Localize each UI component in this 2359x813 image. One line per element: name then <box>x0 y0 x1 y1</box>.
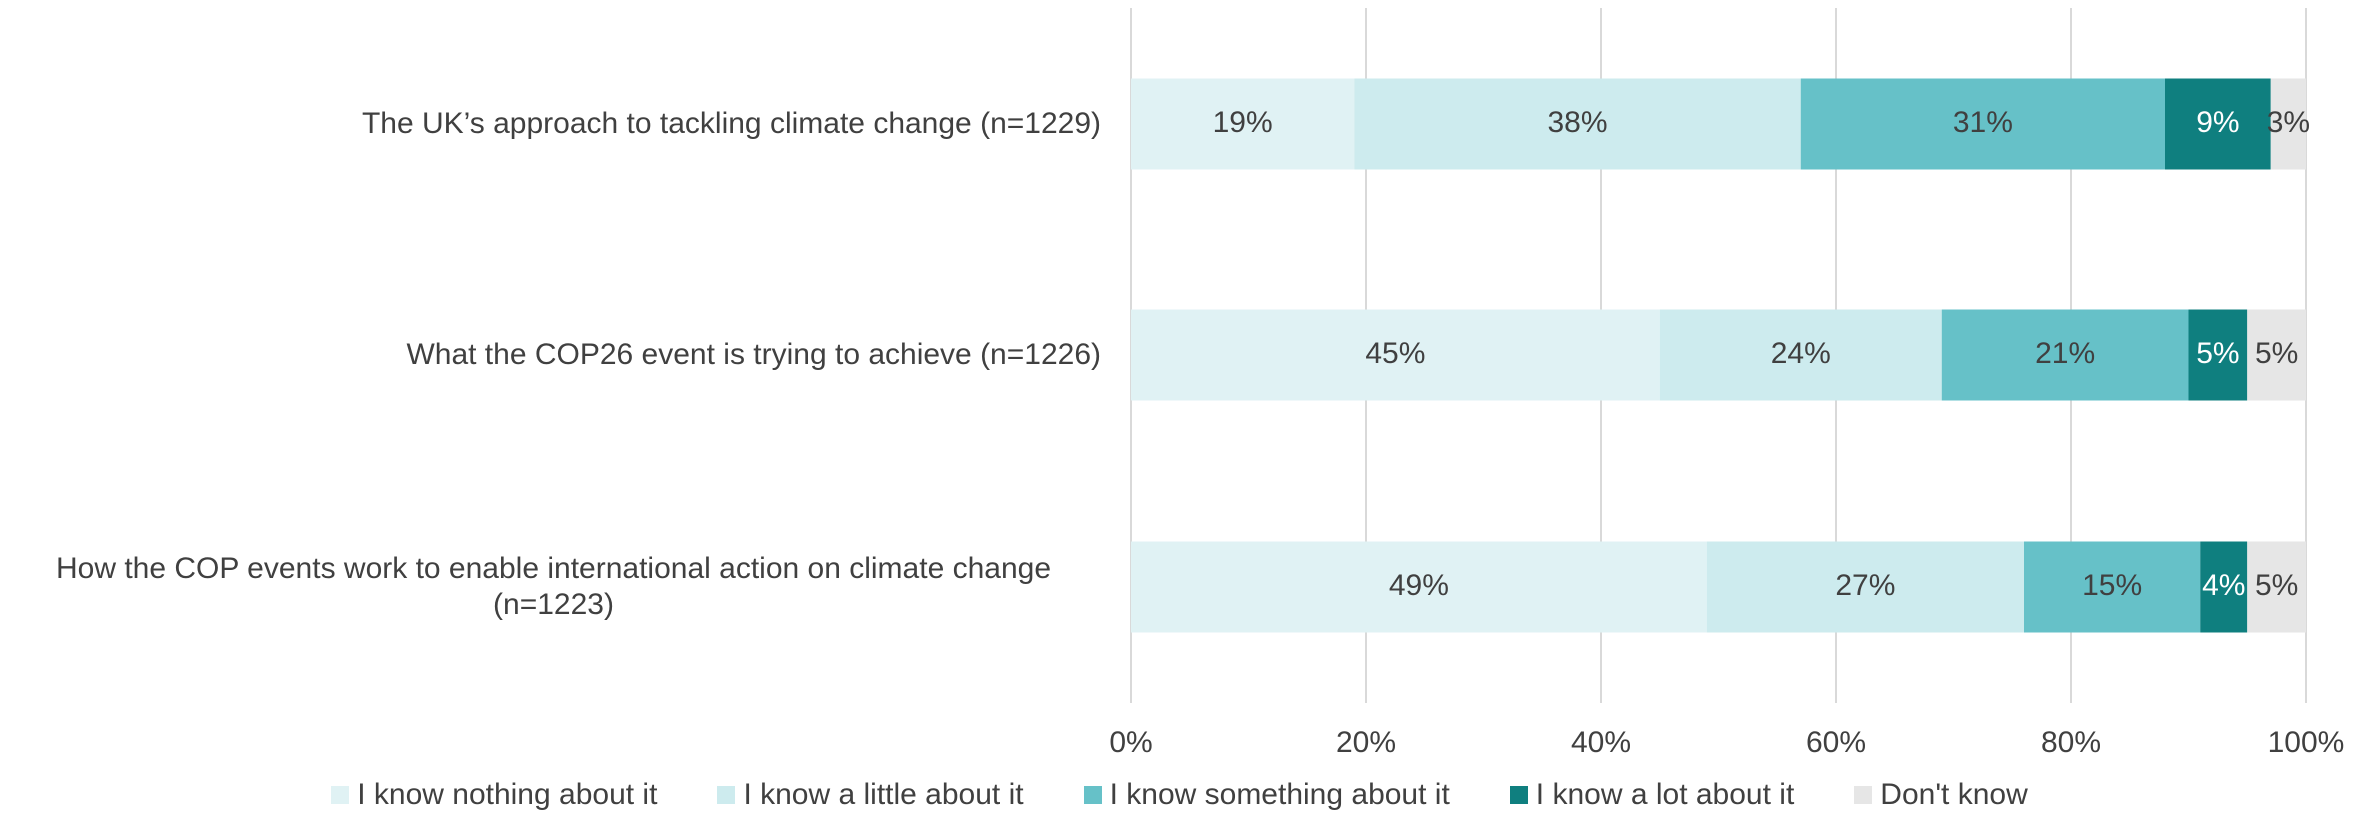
data-label: 49% <box>1389 569 1449 602</box>
data-label: 27% <box>1835 569 1895 602</box>
data-label: 45% <box>1365 337 1425 370</box>
bar-segment <box>2200 541 2248 633</box>
legend-label: I know a lot about it <box>1535 778 1795 811</box>
bar-segment <box>2247 541 2306 633</box>
legend-label: I know something about it <box>1109 778 1450 811</box>
x-tick-label: 100% <box>2268 726 2345 759</box>
bar-segment <box>1800 78 2165 170</box>
category-label: What the COP26 event is trying to achiev… <box>1 337 1101 373</box>
legend-item: I know nothing about it <box>331 778 657 812</box>
category-label: How the COP events work to enable intern… <box>1 551 1101 623</box>
x-tick-label: 20% <box>1336 726 1396 759</box>
bar-segment <box>1659 309 1942 401</box>
x-tick-label: 40% <box>1571 726 1631 759</box>
bar-segment <box>1706 541 2024 633</box>
data-label: 21% <box>2035 337 2095 370</box>
bar-segment <box>1941 309 2189 401</box>
category-text: The UK’s approach to tackling climate ch… <box>361 107 1101 140</box>
data-label: 3% <box>2267 106 2310 139</box>
legend-item: Don't know <box>1854 778 2028 812</box>
data-label: 5% <box>2255 337 2298 370</box>
x-tick-label: 0% <box>1109 726 1152 759</box>
legend: I know nothing about it I know a little a… <box>0 778 2359 812</box>
bar-segment <box>2024 541 2201 633</box>
bar-segment <box>1131 541 1707 633</box>
legend-item: I know a little about it <box>717 778 1024 812</box>
x-tick-label: 60% <box>1806 726 1866 759</box>
legend-item: I know a lot about it <box>1509 778 1795 812</box>
legend-item: I know something about it <box>1083 778 1450 812</box>
data-label: 24% <box>1771 337 1831 370</box>
bar-segment <box>2270 78 2306 170</box>
legend-label: I know nothing about it <box>357 778 658 811</box>
data-label: 15% <box>2082 569 2142 602</box>
data-label: 9% <box>2196 106 2239 139</box>
bar-segment <box>1131 309 1660 401</box>
category-text: How the COP events work to enable intern… <box>55 552 1052 621</box>
legend-swatch <box>1509 786 1528 804</box>
x-tick-label: 80% <box>2041 726 2101 759</box>
legend-swatch <box>1854 786 1873 804</box>
data-label: 5% <box>2196 337 2239 370</box>
data-label: 31% <box>1953 106 2013 139</box>
legend-swatch <box>1083 786 1102 804</box>
data-label: 19% <box>1213 106 1273 139</box>
bar-segment <box>1131 78 1355 170</box>
legend-swatch <box>717 786 736 804</box>
category-text: What the COP26 event is trying to achiev… <box>406 338 1101 371</box>
bar-segment <box>2247 309 2306 401</box>
legend-swatch <box>331 786 350 804</box>
legend-label: Don't know <box>1880 778 2028 811</box>
data-label: 5% <box>2255 569 2298 602</box>
category-label: The UK’s approach to tackling climate ch… <box>1 106 1101 142</box>
bar-segment <box>2188 309 2248 401</box>
data-label: 4% <box>2202 569 2245 602</box>
bar-segment <box>1354 78 1801 170</box>
bar-segment <box>2165 78 2271 170</box>
legend-label: I know a little about it <box>743 778 1024 811</box>
data-label: 38% <box>1547 106 1607 139</box>
